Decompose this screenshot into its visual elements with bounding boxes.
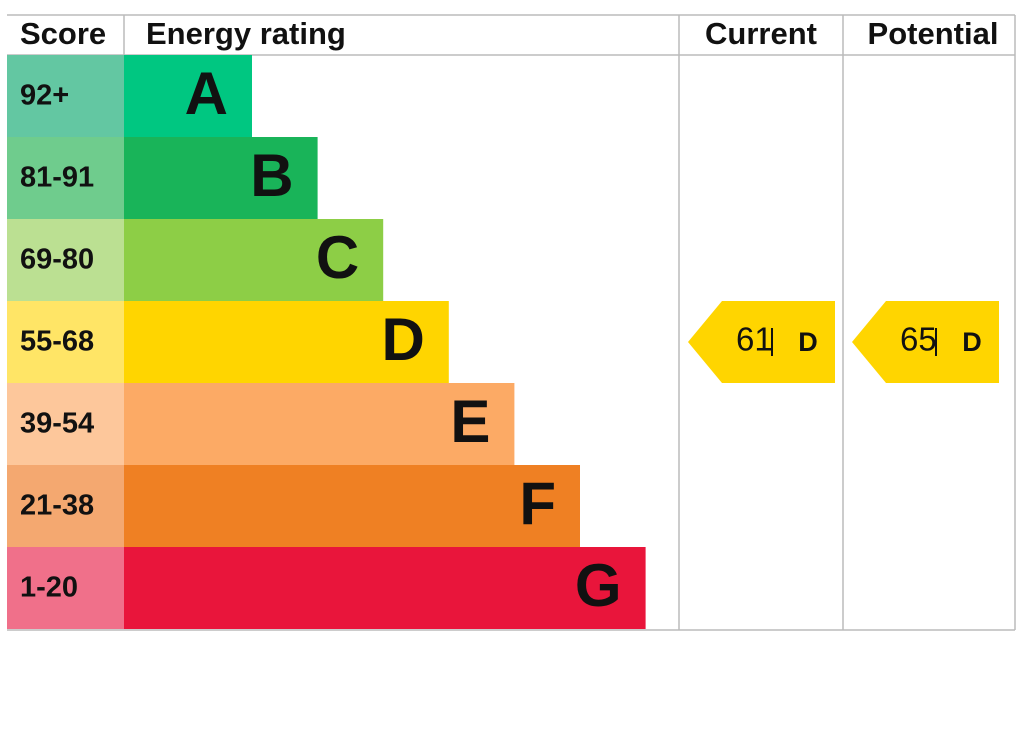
header-potential: Potential [868,16,999,51]
potential-arrow [852,301,999,383]
band-bar [124,547,646,629]
score-cell [7,137,124,219]
score-cell [7,383,124,465]
score-range: 55-68 [20,326,94,358]
score-range: 21-38 [20,490,94,522]
header-score: Score [20,16,106,51]
potential-value: 65 [900,321,937,358]
score-range: 81-91 [20,162,94,194]
header-rating: Energy rating [146,16,346,51]
band-letter: F [519,470,556,537]
band-letter: G [575,552,622,619]
band-bar [124,55,252,137]
band-bar [124,137,318,219]
band-bar [124,301,449,383]
band-letter: E [450,388,490,455]
score-cell [7,219,124,301]
band-bar [124,383,515,465]
score-cell [7,465,124,547]
score-cell [7,301,124,383]
score-range: 39-54 [20,408,94,440]
current-letter: D [798,327,818,357]
band-bar [124,219,384,301]
band-letter: B [250,142,293,209]
score-cell [7,55,124,137]
current-value: 61 [736,321,773,358]
current-arrow [688,301,835,383]
score-range: 69-80 [20,244,94,276]
score-range: 92+ [20,80,69,112]
band-bar [124,465,580,547]
band-letter: A [185,60,228,127]
band-letter: C [316,224,359,291]
band-letter: D [381,306,424,373]
header-current: Current [705,16,817,51]
potential-letter: D [962,327,982,357]
score-cell [7,547,124,629]
score-range: 1-20 [20,572,78,604]
